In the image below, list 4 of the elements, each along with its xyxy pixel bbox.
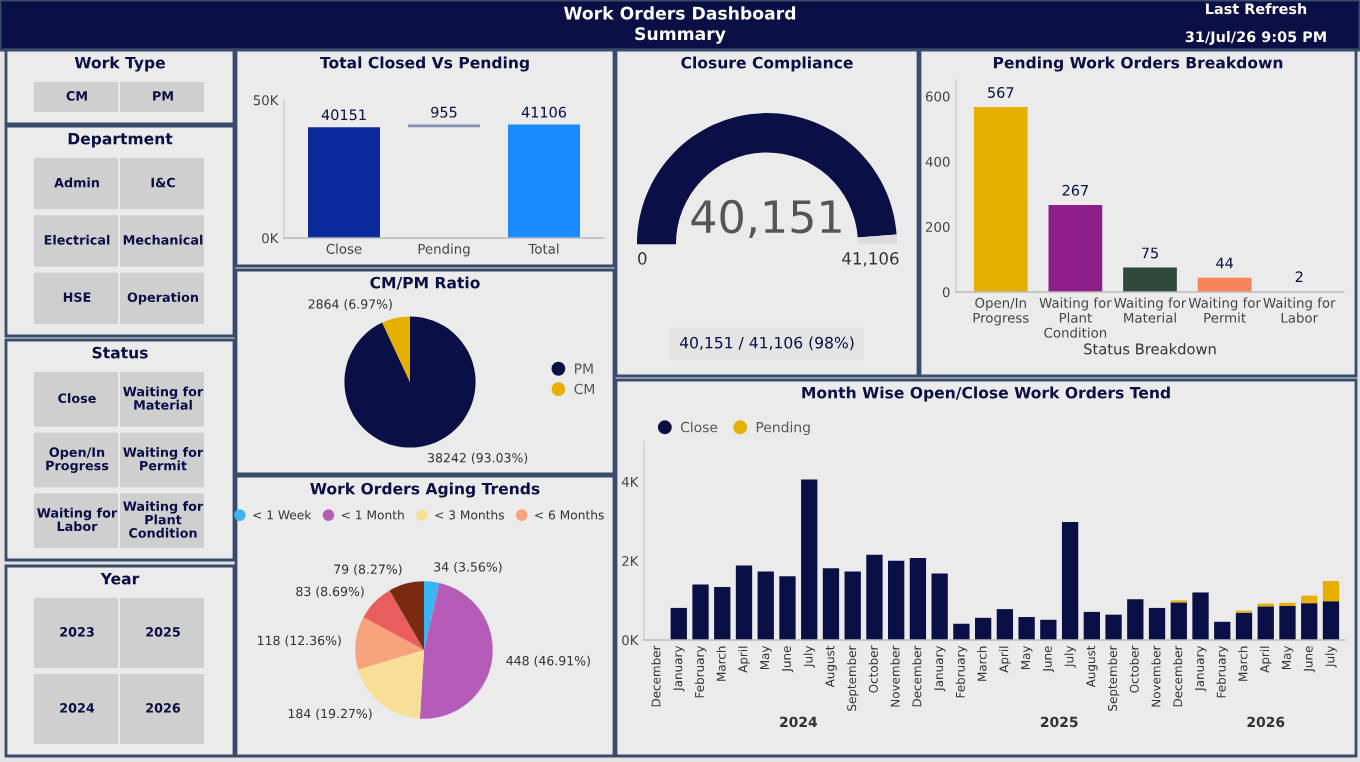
data-label: 40,151 [691,199,841,238]
text: Work Orders Dashboard Summary [563,6,796,44]
text: 0 [638,252,647,265]
text: 41,106 [842,252,899,267]
